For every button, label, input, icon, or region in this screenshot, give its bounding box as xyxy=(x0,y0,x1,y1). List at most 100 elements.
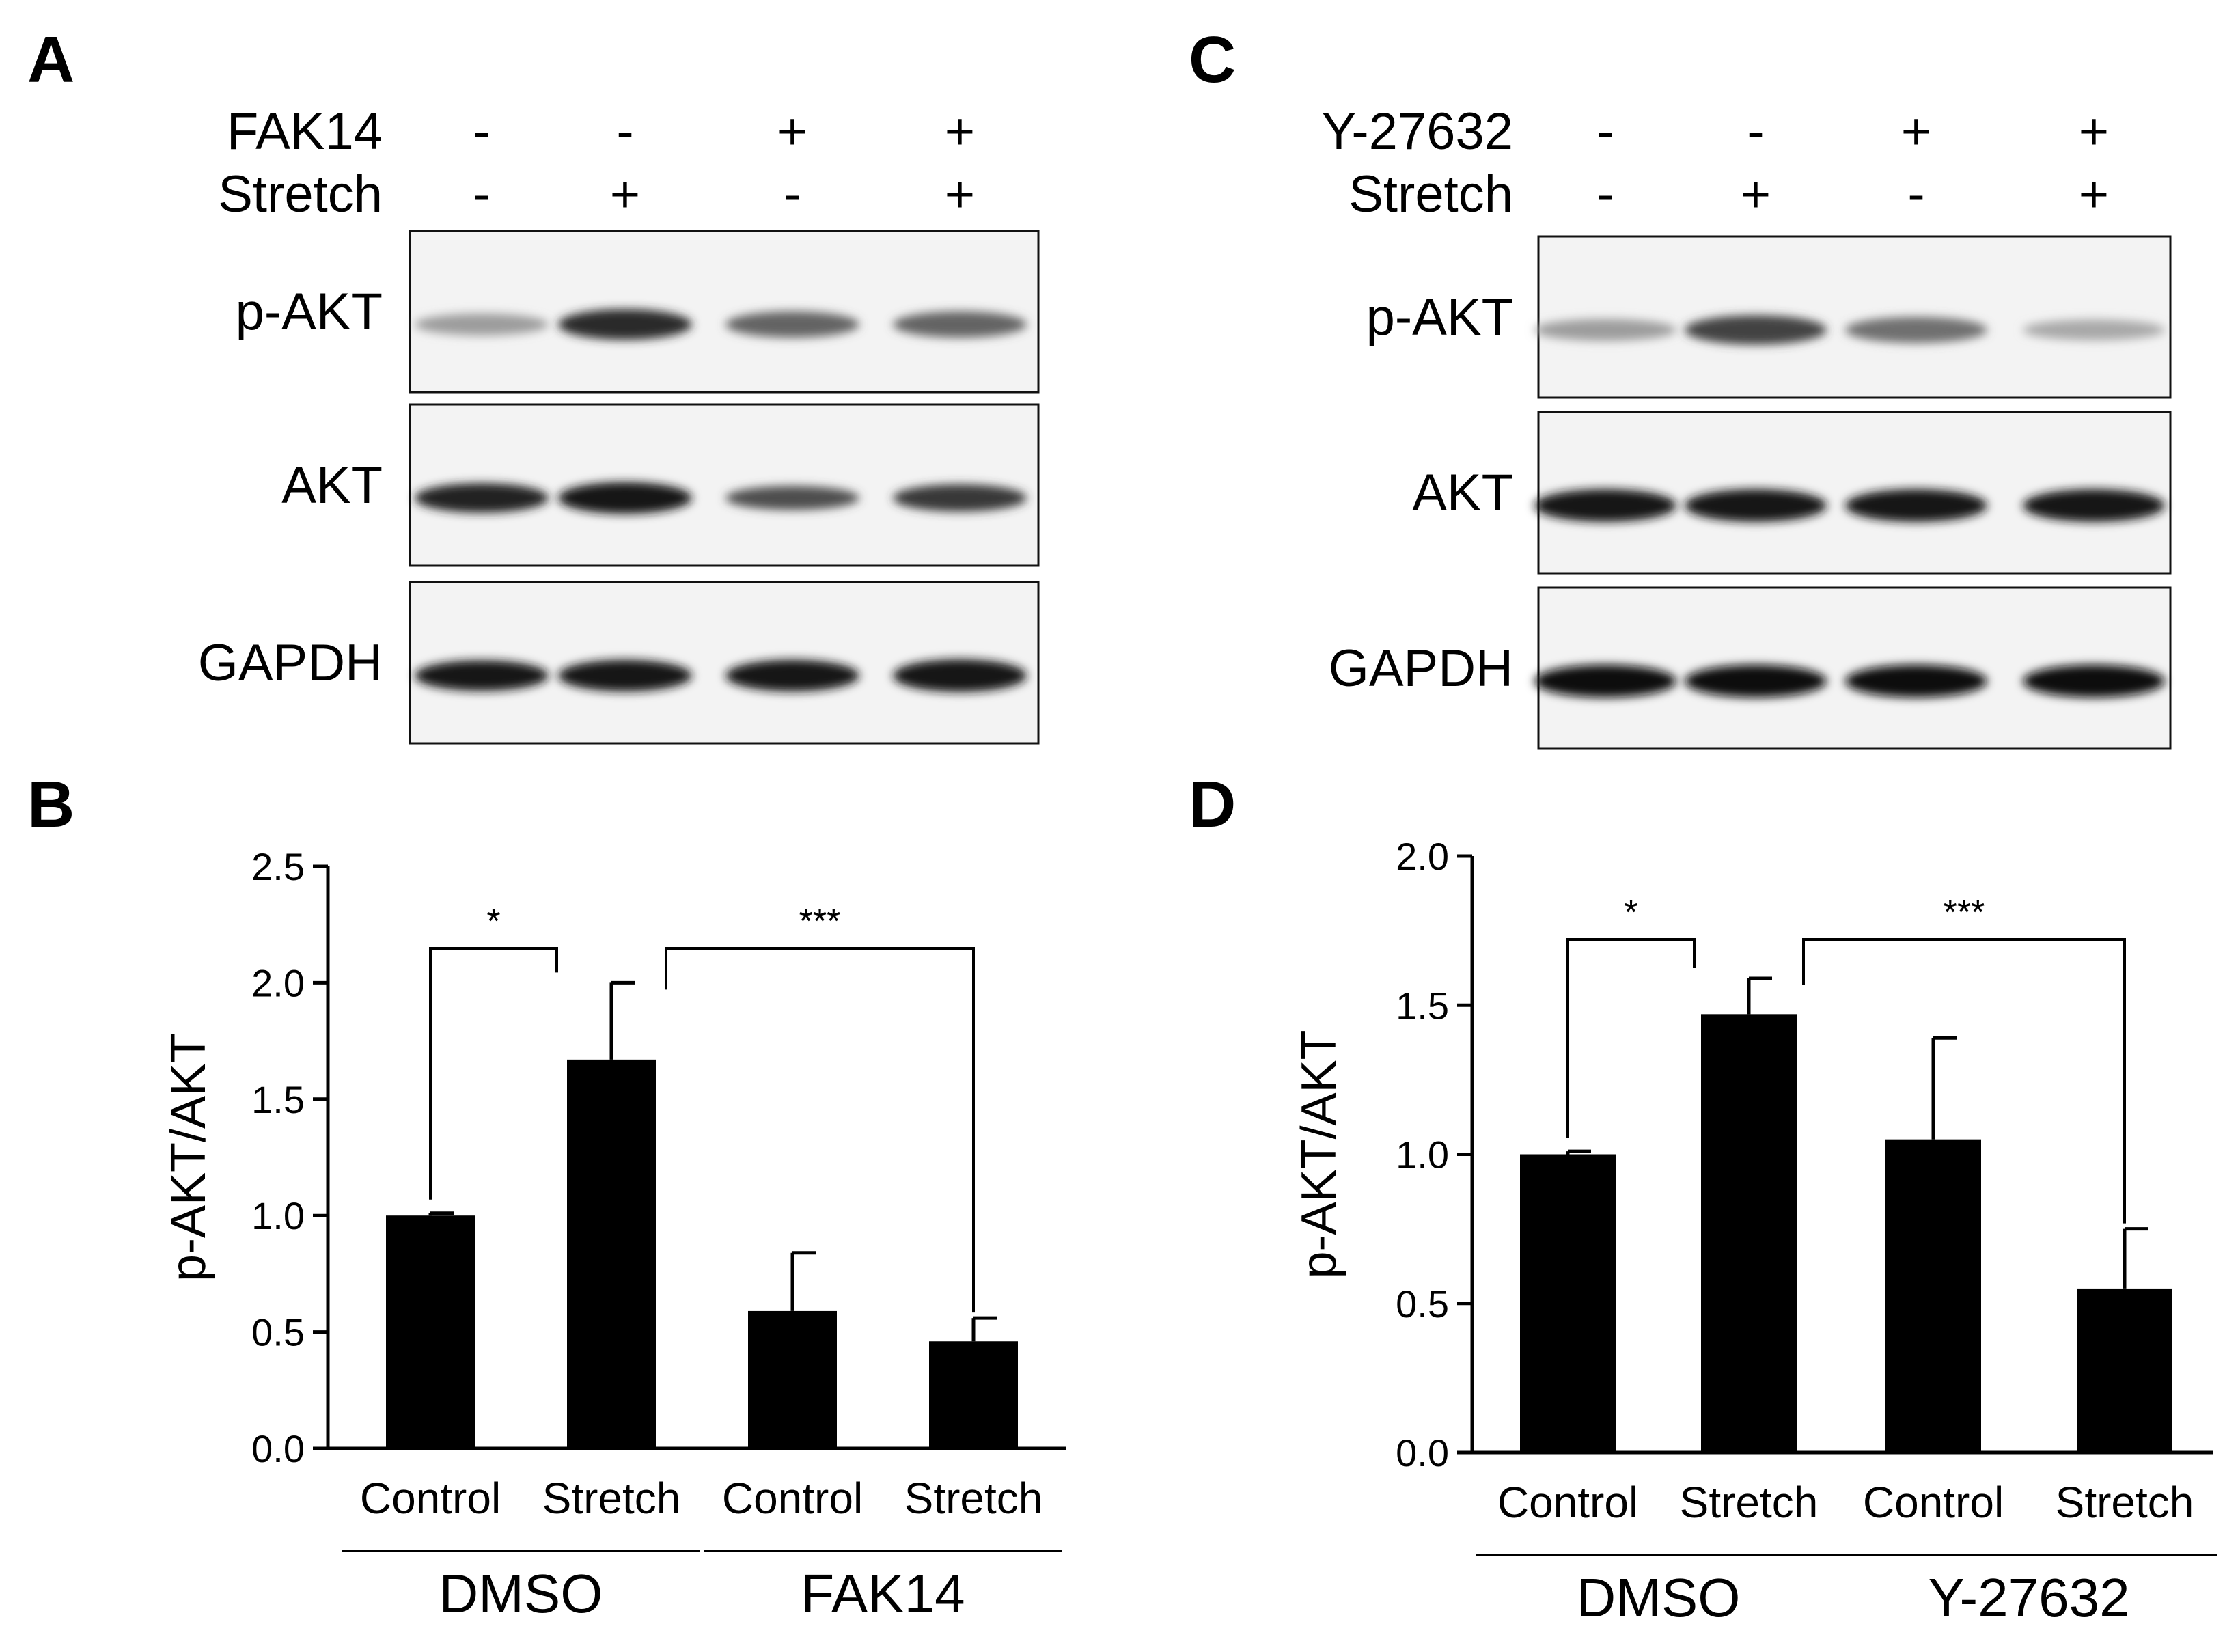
y-tick-label: 0.0 xyxy=(251,1427,305,1470)
treatment-sign: - xyxy=(1747,102,1764,161)
treatment-sign: + xyxy=(777,102,807,161)
treatment-sign: - xyxy=(1907,165,1924,223)
protein-band xyxy=(1534,318,1676,341)
y-tick-label: 2.0 xyxy=(1396,835,1449,878)
protein-band xyxy=(2023,488,2165,522)
treatment-sign: + xyxy=(2079,165,2109,223)
y-axis-label: p-AKT/AKT xyxy=(161,1033,216,1282)
blot-label: GAPDH xyxy=(198,634,383,692)
protein-band xyxy=(1845,316,1987,344)
protein-band xyxy=(1685,488,1827,522)
y-tick-label: 1.0 xyxy=(1396,1133,1449,1176)
significance-bracket xyxy=(1566,938,1696,1138)
significance-bracket xyxy=(1802,938,2126,1224)
bar xyxy=(386,1215,475,1448)
group-label: DMSO xyxy=(439,1563,603,1624)
blot-label: AKT xyxy=(281,456,383,514)
treatment-sign: + xyxy=(945,102,975,161)
y-tick-label: 0.5 xyxy=(251,1311,305,1354)
category-label: Stretch xyxy=(904,1474,1043,1523)
treatment-label: Y-27632 xyxy=(1322,102,1513,161)
significance-bracket xyxy=(665,947,975,1313)
protein-band xyxy=(725,486,859,510)
bar xyxy=(1701,1014,1797,1453)
protein-band xyxy=(415,483,549,513)
bar xyxy=(2077,1288,2172,1453)
bar xyxy=(1520,1154,1616,1453)
bar xyxy=(748,1310,837,1448)
treatment-sign: - xyxy=(1597,165,1614,223)
y-tick-label: 2.5 xyxy=(251,845,305,888)
category-label: Stretch xyxy=(2056,1478,2194,1527)
blot-label: AKT xyxy=(1412,464,1513,522)
bar xyxy=(929,1341,1018,1448)
panel-label-a: A xyxy=(27,23,74,96)
blot-membrane xyxy=(409,403,1040,567)
blot-label: GAPDH xyxy=(1329,639,1513,698)
bar xyxy=(1885,1139,1981,1453)
category-label: Control xyxy=(1863,1478,2004,1527)
y-tick-label: 1.5 xyxy=(251,1078,305,1121)
protein-band xyxy=(2023,664,2165,698)
treatment-sign: - xyxy=(473,165,490,223)
treatment-sign: + xyxy=(945,165,975,223)
significance-bracket xyxy=(429,947,558,1200)
y-tick-label: 0.5 xyxy=(1396,1282,1449,1325)
blot-label: p-AKT xyxy=(1366,288,1513,346)
category-label: Control xyxy=(360,1474,501,1523)
blot-membrane xyxy=(409,230,1040,394)
protein-band xyxy=(1534,488,1676,522)
blot-label: p-AKT xyxy=(236,283,383,341)
protein-band xyxy=(1685,664,1827,698)
group-label: DMSO xyxy=(1577,1567,1741,1628)
y-tick-label: 1.0 xyxy=(251,1194,305,1237)
protein-band xyxy=(893,311,1027,338)
bar-chart-panel-d: 0.0 0.5 1.0 1.5 2.0 p-AKT/AKT Control Stretch Co… xyxy=(1292,835,2217,1628)
treatment-label: Stretch xyxy=(218,165,383,223)
panel-label-b: B xyxy=(27,768,74,841)
protein-band xyxy=(415,660,549,691)
category-label: Stretch xyxy=(542,1474,681,1523)
protein-band xyxy=(1845,488,1987,522)
protein-band xyxy=(1534,664,1676,698)
category-label: Control xyxy=(722,1474,863,1523)
protein-band xyxy=(558,659,692,692)
category-label: Control xyxy=(1497,1478,1638,1527)
protein-band xyxy=(558,309,692,340)
treatment-sign: - xyxy=(1597,102,1614,161)
y-tick-label: 1.5 xyxy=(1396,984,1449,1027)
treatment-sign: - xyxy=(473,102,490,161)
panel-label-c: C xyxy=(1189,23,1236,96)
significance-marker: *** xyxy=(799,902,841,941)
treatment-sign: + xyxy=(1741,165,1771,223)
treatment-sign: - xyxy=(616,102,633,161)
protein-band xyxy=(2023,319,2165,341)
protein-band xyxy=(893,659,1027,692)
y-axis-label: p-AKT/AKT xyxy=(1292,1030,1346,1278)
y-tick-label: 0.0 xyxy=(1396,1431,1449,1474)
protein-band xyxy=(1845,664,1987,698)
significance-marker: * xyxy=(486,902,500,941)
protein-band xyxy=(893,484,1027,512)
treatment-sign: + xyxy=(610,165,640,223)
group-label: FAK14 xyxy=(801,1563,965,1624)
treatment-sign: - xyxy=(784,165,801,223)
protein-band xyxy=(725,659,859,692)
y-tick-label: 2.0 xyxy=(251,961,305,1004)
bar-chart-panel-b: 0.0 0.5 1.0 1.5 2.0 2.5 p-AKT/AKT Control Stretc… xyxy=(161,845,1066,1624)
significance-marker: * xyxy=(1624,893,1637,933)
panel-label-d: D xyxy=(1189,768,1236,841)
protein-band xyxy=(558,482,692,514)
protein-band xyxy=(1685,315,1827,345)
group-label: Y-27632 xyxy=(1928,1567,2129,1628)
blot-membrane xyxy=(1537,235,2172,399)
treatment-sign: + xyxy=(1901,102,1931,161)
significance-marker: *** xyxy=(1944,893,1985,933)
category-label: Stretch xyxy=(1680,1478,1819,1527)
protein-band xyxy=(415,313,549,335)
bar xyxy=(567,1059,656,1448)
treatment-sign: + xyxy=(2079,102,2109,161)
